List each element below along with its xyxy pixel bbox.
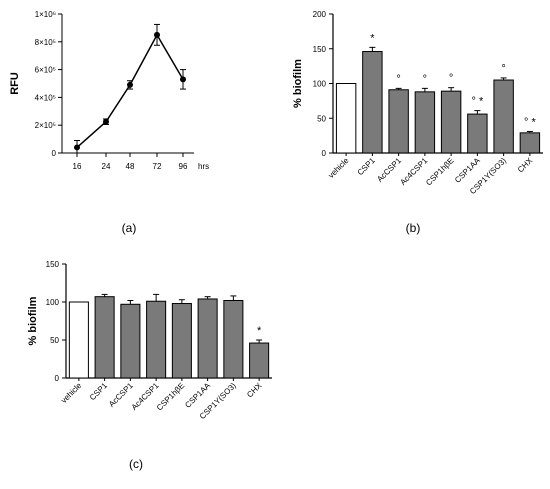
y-tick-label: 0 [52,149,57,158]
x-tick-label: CHX [245,381,264,400]
bar [362,51,383,154]
bar [68,301,89,379]
x-tick-label: CSP1hβE [424,156,455,187]
panel-label: (a) [122,221,137,235]
significance-marker: ° [423,73,427,85]
significance-marker: ° [396,73,400,85]
x-tick-label: 72 [153,162,162,171]
x-tick-label: CSP1 [88,381,110,403]
bar [493,79,514,154]
y-tick-label: 150 [313,45,327,54]
x-tick-label: 48 [126,162,135,171]
data-point [154,31,160,38]
bar [94,296,115,379]
data-point [74,144,80,151]
significance-marker: ° * [524,116,536,128]
bar [197,298,218,379]
y-tick-label: 0 [322,149,327,158]
x-tick-label: CSP1 [356,156,378,178]
significance-marker: ° [501,63,505,75]
x-unit-label: hrs [198,162,209,171]
y-tick-label: 4×10⁵ [35,93,56,102]
bar [223,299,244,379]
data-point [127,81,133,88]
bar [249,342,270,379]
x-tick-label: vehicle [327,156,351,180]
y-axis-label: RFU [9,72,21,95]
y-tick-label: 50 [50,336,59,345]
y-tick-label: 100 [313,80,327,89]
bar [171,303,192,379]
bar [467,113,488,154]
panel-a [58,13,194,157]
y-tick-label: 200 [313,10,327,19]
significance-marker: ° [449,73,453,85]
x-tick-label: CHX [516,156,535,175]
data-point [103,118,109,125]
bar [519,132,541,154]
significance-marker: ° * [472,96,484,108]
series-line [76,33,184,149]
y-axis-label: % biofilm [292,59,304,108]
x-tick-label: CSP1hβE [155,381,186,412]
y-tick-label: 2×10⁵ [35,121,56,130]
bar [414,91,436,154]
panel-c [62,263,272,381]
bar [146,300,167,379]
bar [440,90,462,154]
y-tick-label: 6×10⁵ [35,66,56,75]
y-tick-label: 8×10⁵ [35,38,56,47]
y-axis-label: % biofilm [27,296,39,345]
bar [120,303,141,379]
x-tick-label: 16 [73,162,82,171]
x-tick-label: 24 [102,162,111,171]
x-tick-label: vehicle [59,381,83,405]
y-tick-label: 1×10⁶ [35,10,56,19]
x-tick-label: 96 [179,162,188,171]
y-tick-label: 0 [55,374,60,383]
y-tick-label: 150 [46,260,60,269]
panel-label: (c) [129,457,143,471]
panel-label: (b) [406,221,421,235]
y-tick-label: 50 [317,114,326,123]
bar [335,83,357,154]
significance-marker: * [257,325,262,337]
data-point [180,76,186,83]
panel-b [329,13,543,156]
bar [388,89,409,154]
y-tick-label: 100 [46,298,60,307]
significance-marker: * [370,32,375,44]
